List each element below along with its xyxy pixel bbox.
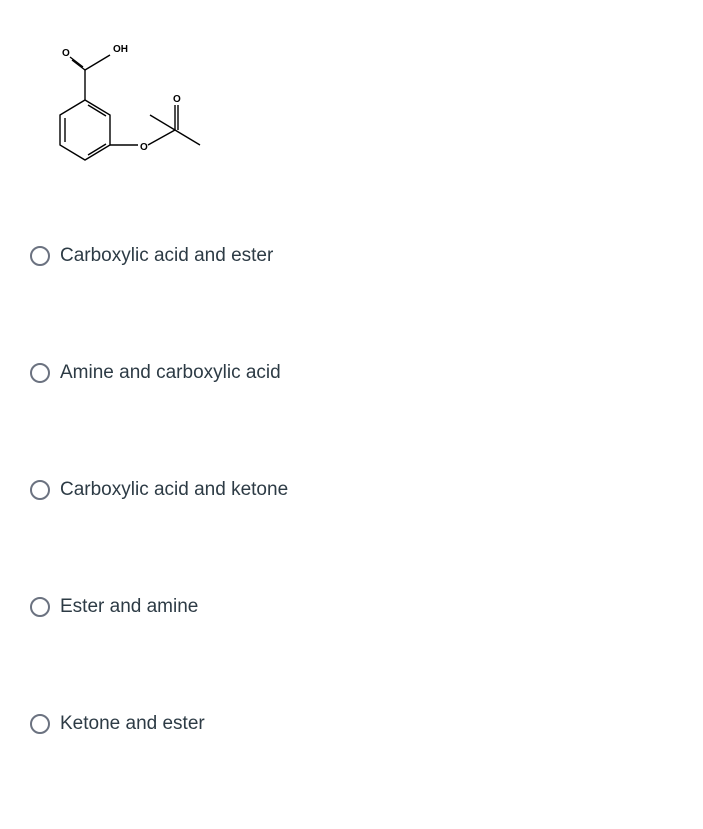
molecule-structure: O OH O O: [30, 20, 673, 205]
option-label: Carboxylic acid and ester: [60, 245, 273, 267]
radio-icon[interactable]: [30, 480, 50, 500]
option-2[interactable]: Carboxylic acid and ketone: [30, 479, 673, 501]
svg-text:O: O: [62, 48, 70, 59]
radio-icon[interactable]: [30, 363, 50, 383]
molecule-svg: O OH O O: [30, 20, 220, 200]
radio-icon[interactable]: [30, 246, 50, 266]
option-label: Ester and amine: [60, 596, 198, 618]
option-label: Amine and carboxylic acid: [60, 362, 281, 384]
radio-icon[interactable]: [30, 597, 50, 617]
option-3[interactable]: Ester and amine: [30, 596, 673, 618]
radio-icon[interactable]: [30, 714, 50, 734]
svg-text:OH: OH: [113, 44, 128, 55]
option-label: Carboxylic acid and ketone: [60, 479, 288, 501]
option-label: Ketone and ester: [60, 713, 205, 735]
option-1[interactable]: Amine and carboxylic acid: [30, 362, 673, 384]
option-0[interactable]: Carboxylic acid and ester: [30, 245, 673, 267]
option-4[interactable]: Ketone and ester: [30, 713, 673, 735]
svg-text:O: O: [173, 94, 181, 105]
svg-text:O: O: [140, 142, 148, 153]
